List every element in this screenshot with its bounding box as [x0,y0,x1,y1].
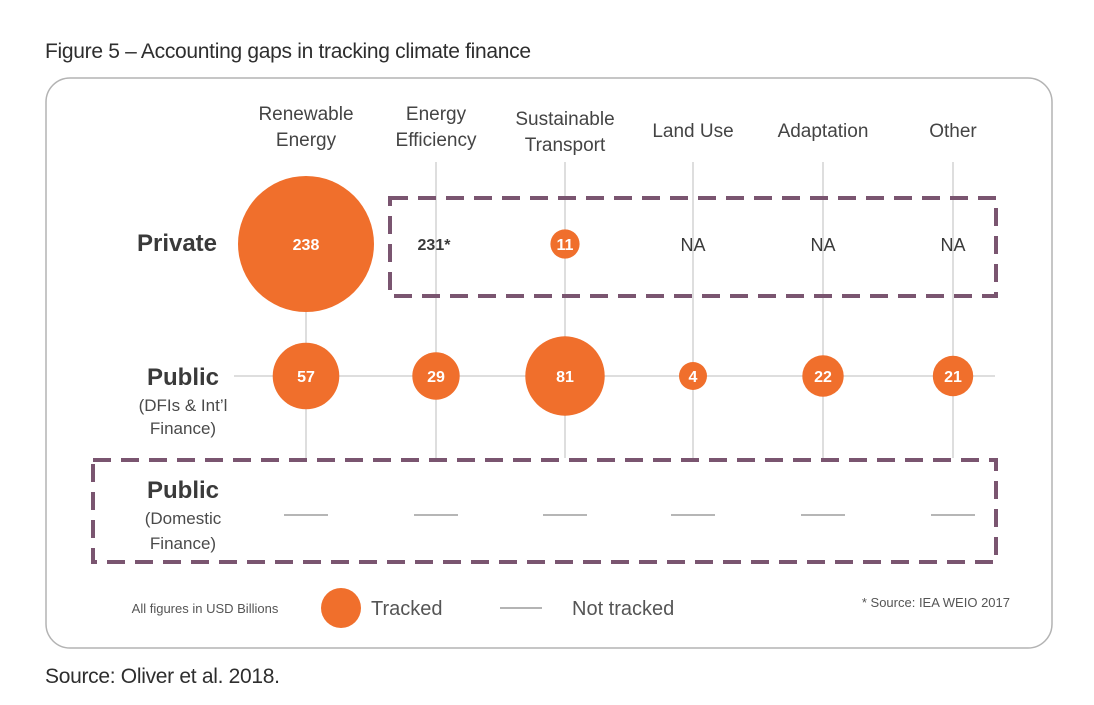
private-value-text: 231* [418,237,452,254]
legend-tracked-icon [321,588,361,628]
diagram-frame [45,77,1053,649]
private-na-text: NA [810,235,835,255]
column-header: Land Use [652,121,733,142]
row-label-private: Private [137,230,217,257]
data-cells: 238 231* 11 NA NA NA 57 29 81 4 22 21 [238,176,975,516]
private-bubble [238,176,374,312]
column-header-line: Land Use [652,121,733,142]
public-intl-bubble-value: 21 [944,369,962,386]
public-intl-bubble [932,355,974,397]
column-header-line: Efficiency [396,130,477,151]
column-header-line: Other [929,121,977,142]
private-na-text: NA [680,235,705,255]
column-header-line: Adaptation [778,121,869,142]
public-intl-bubble [802,355,844,397]
row-label-public-domestic: Public [147,477,219,504]
column-header-line: Energy [276,130,337,151]
column-header-line: Sustainable [515,109,614,130]
private-bubble [550,229,580,259]
private-bubble-value: 238 [293,237,320,254]
figure-source: Source: Oliver et al. 2018. [45,665,280,688]
column-header: Renewable Energy [258,104,353,151]
public-intl-bubble [679,362,707,390]
sublabel-line-1: (Domestic [145,509,222,528]
column-header: Adaptation [778,121,869,142]
row-sublabel-public-domestic: (Domestic Finance) [145,509,222,553]
row-sublabel-public-intl: (DFIs & Int’l Finance) [139,396,228,438]
column-header-line: Renewable [258,104,353,125]
domestic-untracked-box [91,458,998,564]
column-header-line: Transport [525,135,606,156]
public-intl-bubble [525,336,605,416]
column-headers: Renewable Energy Energy Efficiency Sustainab… [258,104,977,156]
sublabel-line-1: (DFIs & Int’l [139,396,228,415]
private-na-text: NA [940,235,965,255]
column-header-line: Energy [406,104,467,125]
public-intl-bubble-value: 57 [297,369,315,386]
sublabel-line-2: Finance) [150,419,216,438]
units-note: All figures in USD Billions [132,601,279,616]
public-intl-bubble-value: 81 [556,369,574,386]
private-untracked-box [388,196,998,298]
sublabel-line-2: Finance) [150,534,216,553]
row-label-public-intl: Public [147,364,219,391]
public-intl-bubble-value: 29 [427,369,445,386]
public-intl-bubble [412,352,460,400]
public-intl-bubble [272,342,340,410]
legend-not-tracked-label: Not tracked [572,598,674,620]
public-intl-bubble-value: 22 [814,369,832,386]
column-header: Energy Efficiency [396,104,477,151]
private-bubble-value: 11 [557,237,574,254]
footnote: * Source: IEA WEIO 2017 [862,595,1010,610]
legend-tracked-label: Tracked [371,598,443,620]
public-intl-bubble-value: 4 [689,369,698,386]
column-header: Sustainable Transport [515,109,614,156]
column-header: Other [929,121,977,142]
figure-title: Figure 5 – Accounting gaps in tracking c… [45,40,531,63]
